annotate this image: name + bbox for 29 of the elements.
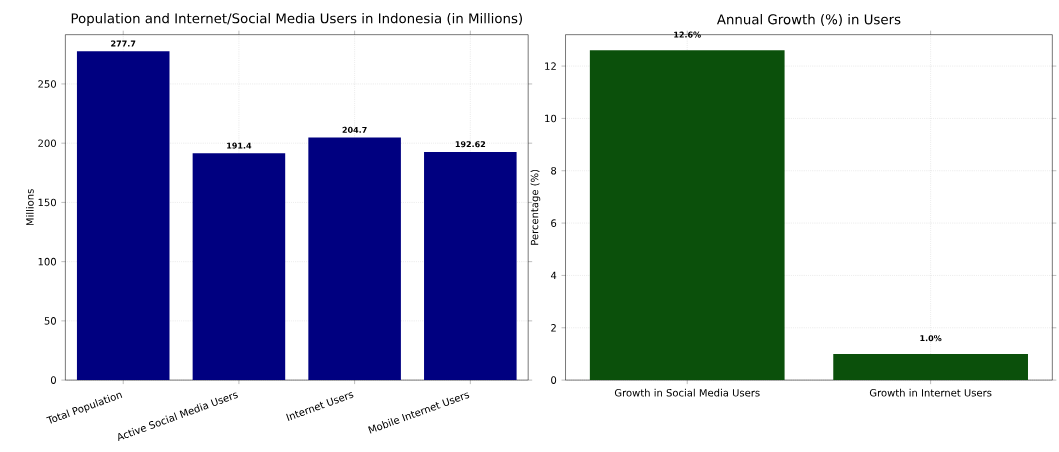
- y-tick-label: 12: [545, 62, 556, 70]
- y-tick-label: 8: [551, 166, 557, 175]
- data-label: 1.0%: [920, 335, 942, 342]
- chart-title: Annual Growth (%) in Users: [716, 13, 901, 26]
- y-tick-label: 100: [38, 257, 56, 266]
- bar: [76, 51, 170, 381]
- y-tick-label: 0: [551, 376, 557, 384]
- y-tick-label: 250: [38, 80, 56, 88]
- y-tick-label: 150: [38, 198, 56, 207]
- data-label: 277.7: [111, 40, 136, 47]
- y-tick-label: 10: [545, 114, 557, 123]
- bar: [424, 151, 517, 381]
- bar: [192, 153, 286, 381]
- y-tick-label: 6: [551, 219, 557, 227]
- y-tick-label: 2: [551, 323, 556, 332]
- chart-title: Population and Internet/Social Media Users in Indonesia (in Millions): [71, 12, 522, 26]
- y-axis-title: Millions: [26, 189, 34, 226]
- x-tick-label: Growth in Internet Users: [869, 388, 992, 397]
- y-tick-label: 4: [550, 271, 557, 280]
- data-label: 204.7: [342, 126, 367, 133]
- data-label: 12.6%: [674, 31, 701, 38]
- x-tick-label: Growth in Social Media Users: [614, 388, 760, 397]
- y-axis-title: Percentage (%): [530, 169, 541, 245]
- y-tick-label: 200: [38, 139, 56, 147]
- bar: [308, 137, 401, 381]
- data-label: 191.4: [227, 142, 252, 149]
- y-tick-label: 0: [50, 376, 56, 384]
- y-tick-label: 50: [44, 317, 56, 325]
- data-label: 192.62: [455, 141, 486, 148]
